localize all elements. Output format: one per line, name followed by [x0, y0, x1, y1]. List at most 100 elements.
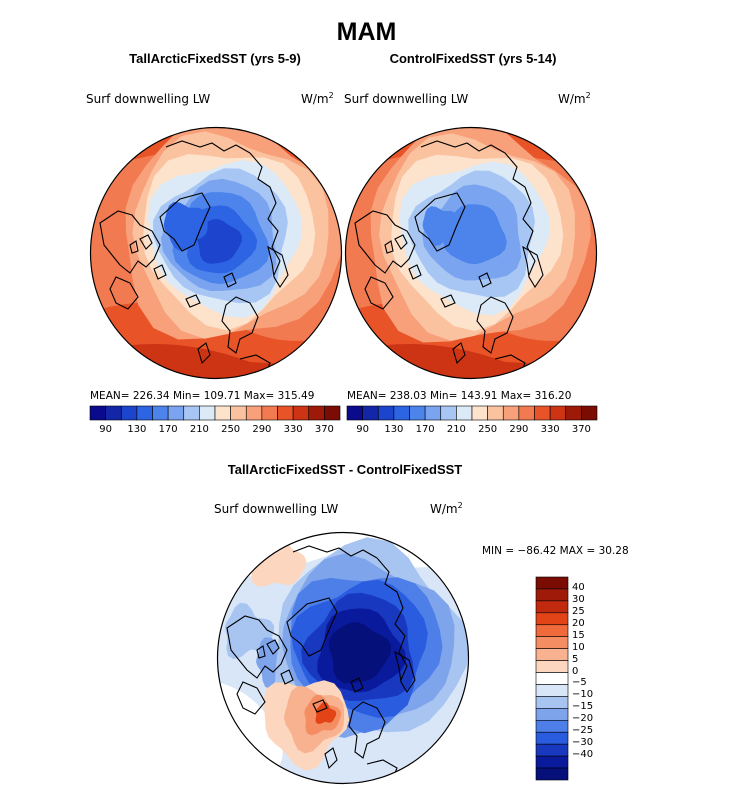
colorbar-swatch — [535, 612, 569, 626]
panel1-title: TallArcticFixedSST (yrs 5-9) — [129, 51, 301, 66]
colorbar-swatch — [183, 405, 200, 421]
colorbar-swatch — [440, 405, 457, 421]
colorbar-tick-label: 330 — [283, 424, 303, 435]
coastline-iceland — [185, 294, 201, 308]
colorbar-swatch — [245, 405, 263, 421]
colorbar-tick-label: 40 — [572, 581, 585, 593]
colorbar-tick-label: 290 — [509, 424, 529, 435]
colorbar-tick-label: 30 — [572, 593, 585, 605]
colorbar-swatch — [535, 660, 569, 673]
colorbar-swatch — [535, 624, 569, 638]
panel1-units: W/m2 — [301, 91, 334, 106]
colorbar-tick-label: 15 — [572, 629, 585, 641]
colorbar-swatch — [535, 743, 569, 757]
field-contour — [422, 206, 459, 246]
colorbar-swatch — [487, 405, 504, 421]
coastline-greenland — [159, 192, 211, 252]
coastline-siberia — [376, 557, 408, 681]
colorbar-swatch — [471, 405, 488, 421]
coastline-alaska — [420, 140, 506, 154]
colorbar-swatch — [308, 405, 325, 421]
coastline-hudson-bay — [236, 681, 266, 715]
colorbar-tick-label: 370 — [571, 424, 591, 435]
colorbar-tick-label: −5 — [572, 677, 587, 689]
colorbar-swatch — [581, 405, 598, 421]
colorbar-swatch — [346, 405, 363, 421]
colorbar-tick-label: −40 — [572, 749, 594, 761]
panel2-polar-map — [344, 126, 598, 380]
colorbar-swatch — [230, 405, 247, 421]
coastline-iceland — [312, 699, 328, 713]
colorbar-swatch — [535, 648, 569, 661]
colorbar-tick-label: 10 — [572, 641, 585, 653]
colorbar-tick-label: 370 — [314, 424, 334, 435]
colorbar-tick-label: −25 — [572, 725, 594, 737]
colorbar-swatch — [424, 405, 442, 421]
colorbar-swatch — [535, 755, 569, 769]
coastline-iceland — [440, 294, 456, 308]
colorbar-tick-label: 130 — [384, 424, 404, 435]
coastline-svalbard — [223, 272, 237, 288]
colorbar-swatch — [167, 405, 185, 421]
colorbar-tick-label: −20 — [572, 713, 594, 725]
colorbar-tick-label: 210 — [189, 424, 209, 435]
colorbar-tick-label: −30 — [572, 737, 594, 749]
coastline-novaya-zemlya — [522, 245, 544, 289]
map-boundary — [89, 126, 343, 380]
colorbar-tick-label: −10 — [572, 689, 594, 701]
colorbar-tick-label: −15 — [572, 701, 594, 713]
panel1-variable: Surf downwelling LW — [86, 92, 211, 106]
diff-units: W/m2 — [430, 501, 463, 516]
colorbar-swatch — [214, 405, 231, 421]
coastline-arctic-islands — [384, 234, 422, 280]
colorbar-swatch — [535, 588, 569, 602]
field-contour — [328, 622, 392, 684]
coastline-canada — [226, 615, 288, 679]
panel1-colorbar — [89, 405, 341, 421]
coastline-hudson-bay — [364, 276, 394, 310]
colorbar-tick-label: 170 — [415, 424, 435, 435]
colorbar-tick-label: 170 — [158, 424, 178, 435]
colorbar-swatch — [120, 405, 138, 421]
colorbar-swatch — [535, 576, 569, 590]
diff-variable: Surf downwelling LW — [214, 502, 339, 516]
diff-title: TallArcticFixedSST - ControlFixedSST — [227, 462, 463, 477]
colorbar-swatch — [409, 405, 426, 421]
coastline-svalbard — [478, 272, 492, 288]
coastline-greenland — [414, 192, 466, 252]
colorbar-tick-label: 25 — [572, 605, 585, 617]
coastline-canada — [99, 210, 161, 274]
field-contour — [196, 219, 242, 264]
diff-polar-map — [216, 531, 470, 785]
coastline-siberia — [249, 152, 281, 276]
coastline-scandinavia — [348, 701, 386, 759]
colorbar-swatch — [292, 405, 310, 421]
coastline-greenland — [286, 597, 338, 657]
panel1-stats: MEAN= 226.34 Min= 109.71 Max= 315.49 — [90, 390, 315, 402]
colorbar-swatch — [518, 405, 535, 421]
coastline-arctic-islands — [129, 234, 167, 280]
colorbar-swatch — [535, 708, 569, 721]
coastline-siberia — [504, 152, 536, 276]
colorbar-tick-label: 130 — [127, 424, 147, 435]
panel1-polar-map — [89, 126, 343, 380]
coastline-arctic-islands — [256, 639, 294, 685]
colorbar-swatch — [261, 405, 278, 421]
colorbar-tick-label: 90 — [99, 424, 112, 435]
coastline-novaya-zemlya — [394, 650, 416, 694]
colorbar-swatch — [393, 405, 410, 421]
colorbar-swatch — [535, 600, 569, 614]
colorbar-swatch — [377, 405, 395, 421]
colorbar-swatch — [89, 405, 106, 421]
colorbar-tick-label: 250 — [478, 424, 498, 435]
colorbar-swatch — [152, 405, 169, 421]
colorbar-swatch — [502, 405, 520, 421]
colorbar-swatch — [535, 636, 569, 649]
colorbar-swatch — [199, 405, 216, 421]
diff-colorbar — [535, 576, 569, 781]
colorbar-tick-label: 250 — [221, 424, 241, 435]
colorbar-swatch — [534, 405, 551, 421]
panel2-stats: MEAN= 238.03 Min= 143.91 Max= 316.20 — [347, 390, 572, 402]
colorbar-swatch — [535, 731, 569, 745]
colorbar-tick-label: 0 — [572, 665, 579, 677]
